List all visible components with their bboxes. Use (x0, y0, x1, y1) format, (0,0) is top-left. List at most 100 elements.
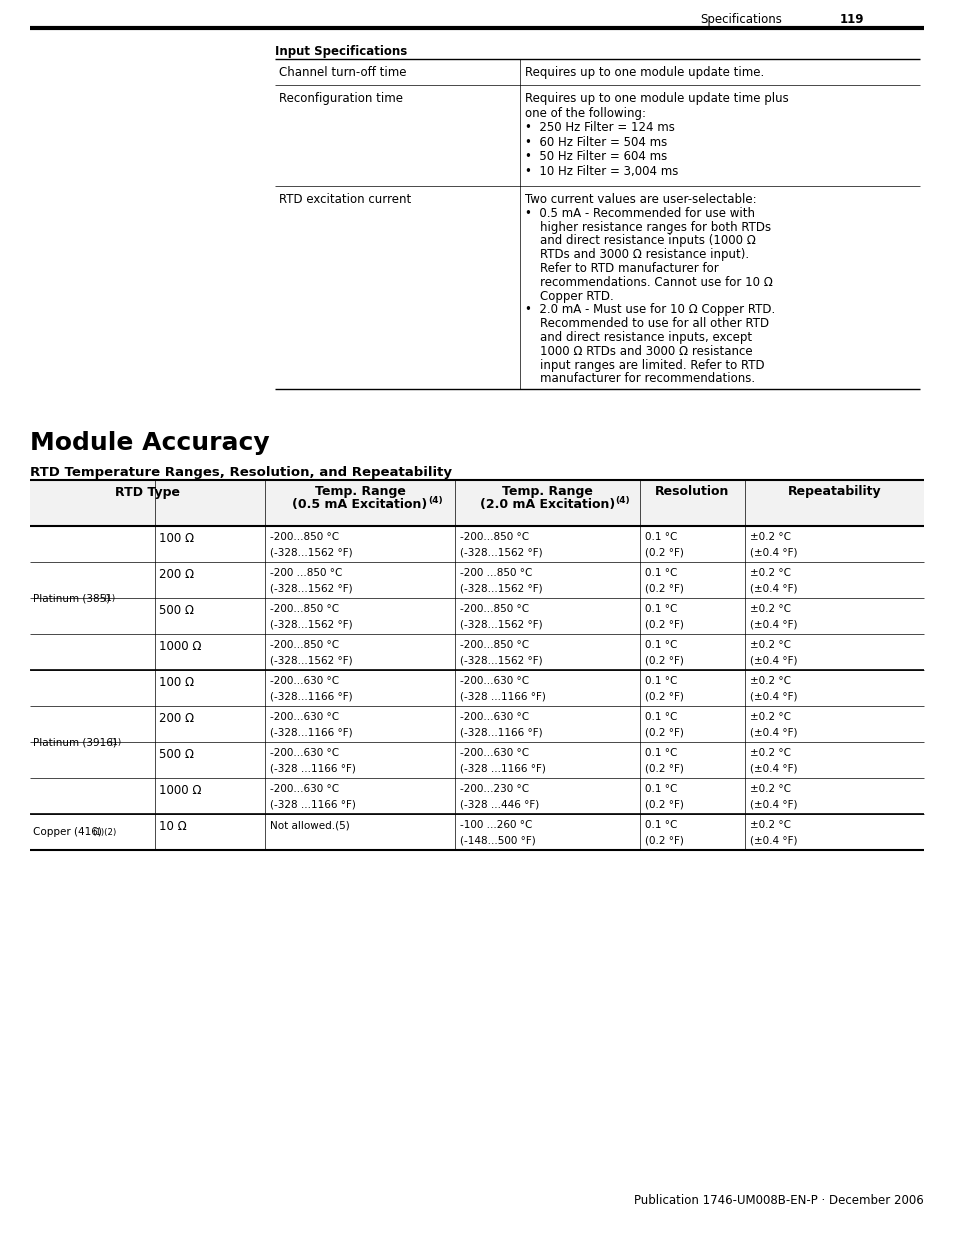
Text: Copper (416): Copper (416) (33, 827, 102, 837)
Text: -200...630 °C: -200...630 °C (459, 748, 529, 758)
Text: -200...630 °C: -200...630 °C (270, 784, 338, 794)
Text: (0.2 °F): (0.2 °F) (644, 692, 683, 701)
Text: (±0.4 °F): (±0.4 °F) (749, 547, 797, 557)
Text: -200 ...850 °C: -200 ...850 °C (459, 568, 532, 578)
Text: Requires up to one module update time.: Requires up to one module update time. (524, 65, 763, 79)
Text: (±0.4 °F): (±0.4 °F) (749, 727, 797, 737)
Text: (-328...1562 °F): (-328...1562 °F) (459, 656, 542, 666)
Text: 0.1 °C: 0.1 °C (644, 784, 677, 794)
Text: 0.1 °C: 0.1 °C (644, 713, 677, 722)
Text: -200...850 °C: -200...850 °C (459, 532, 529, 542)
Text: Not allowed.(5): Not allowed.(5) (270, 820, 350, 830)
Text: (±0.4 °F): (±0.4 °F) (749, 763, 797, 773)
Text: (-328 ...1166 °F): (-328 ...1166 °F) (270, 763, 355, 773)
Text: ±0.2 °C: ±0.2 °C (749, 784, 790, 794)
Text: RTD Temperature Ranges, Resolution, and Repeatability: RTD Temperature Ranges, Resolution, and … (30, 466, 452, 479)
Text: 0.1 °C: 0.1 °C (644, 568, 677, 578)
Text: (-328...1562 °F): (-328...1562 °F) (270, 619, 353, 629)
Text: (0.2 °F): (0.2 °F) (644, 547, 683, 557)
Text: (-328...1562 °F): (-328...1562 °F) (459, 583, 542, 593)
Text: and direct resistance inputs (1000 Ω: and direct resistance inputs (1000 Ω (524, 235, 755, 247)
Text: (±0.4 °F): (±0.4 °F) (749, 656, 797, 666)
Text: 0.1 °C: 0.1 °C (644, 748, 677, 758)
Text: Resolution: Resolution (655, 485, 729, 498)
Text: (1): (1) (109, 737, 121, 747)
Text: (-328 ...1166 °F): (-328 ...1166 °F) (270, 799, 355, 809)
Text: recommendations. Cannot use for 10 Ω: recommendations. Cannot use for 10 Ω (524, 275, 772, 289)
Text: (-328...1562 °F): (-328...1562 °F) (459, 619, 542, 629)
Text: Requires up to one module update time plus: Requires up to one module update time pl… (524, 91, 788, 105)
Text: 500 Ω: 500 Ω (159, 748, 193, 761)
Text: •  60 Hz Filter = 504 ms: • 60 Hz Filter = 504 ms (524, 136, 666, 148)
Text: -200 ...850 °C: -200 ...850 °C (270, 568, 342, 578)
Text: higher resistance ranges for both RTDs: higher resistance ranges for both RTDs (524, 221, 770, 233)
Text: ±0.2 °C: ±0.2 °C (749, 640, 790, 650)
Text: ±0.2 °C: ±0.2 °C (749, 604, 790, 614)
Text: -100 ...260 °C: -100 ...260 °C (459, 820, 532, 830)
Text: •  50 Hz Filter = 604 ms: • 50 Hz Filter = 604 ms (524, 149, 666, 163)
Text: (±0.4 °F): (±0.4 °F) (749, 583, 797, 593)
Text: (-328 ...446 °F): (-328 ...446 °F) (459, 799, 538, 809)
Text: 200 Ω: 200 Ω (159, 568, 193, 582)
Text: -200...630 °C: -200...630 °C (459, 677, 529, 687)
Text: Repeatability: Repeatability (787, 485, 881, 498)
Text: (1): (1) (103, 594, 115, 603)
Text: •  10 Hz Filter = 3,004 ms: • 10 Hz Filter = 3,004 ms (524, 164, 678, 178)
Text: -200...630 °C: -200...630 °C (270, 713, 338, 722)
Text: Module Accuracy: Module Accuracy (30, 431, 270, 456)
Bar (30, 480, 923, 526)
Text: and direct resistance inputs, except: and direct resistance inputs, except (524, 331, 751, 345)
Text: 0.1 °C: 0.1 °C (644, 677, 677, 687)
Text: (1)(2): (1)(2) (91, 827, 116, 836)
Text: ±0.2 °C: ±0.2 °C (749, 713, 790, 722)
Text: 10 Ω: 10 Ω (159, 820, 187, 834)
Text: 100 Ω: 100 Ω (159, 677, 193, 689)
Text: 119: 119 (840, 14, 863, 26)
Text: ±0.2 °C: ±0.2 °C (749, 820, 790, 830)
Text: (0.2 °F): (0.2 °F) (644, 727, 683, 737)
Text: (2.0 mA Excitation): (2.0 mA Excitation) (479, 498, 615, 511)
Text: ±0.2 °C: ±0.2 °C (749, 748, 790, 758)
Text: ±0.2 °C: ±0.2 °C (749, 532, 790, 542)
Text: Temp. Range: Temp. Range (501, 485, 593, 498)
Text: (0.2 °F): (0.2 °F) (644, 619, 683, 629)
Text: (-328...1166 °F): (-328...1166 °F) (270, 692, 353, 701)
Text: •  250 Hz Filter = 124 ms: • 250 Hz Filter = 124 ms (524, 121, 674, 135)
Text: (±0.4 °F): (±0.4 °F) (749, 799, 797, 809)
Text: •  0.5 mA - Recommended for use with: • 0.5 mA - Recommended for use with (524, 206, 754, 220)
Text: -200...630 °C: -200...630 °C (270, 677, 338, 687)
Text: (0.2 °F): (0.2 °F) (644, 799, 683, 809)
Text: -200...630 °C: -200...630 °C (270, 748, 338, 758)
Text: (±0.4 °F): (±0.4 °F) (749, 619, 797, 629)
Text: -200...850 °C: -200...850 °C (270, 604, 338, 614)
Text: (0.2 °F): (0.2 °F) (644, 763, 683, 773)
Text: RTDs and 3000 Ω resistance input).: RTDs and 3000 Ω resistance input). (524, 248, 748, 261)
Text: ±0.2 °C: ±0.2 °C (749, 568, 790, 578)
Text: Channel turn-off time: Channel turn-off time (278, 65, 406, 79)
Text: -200...850 °C: -200...850 °C (270, 532, 338, 542)
Text: 200 Ω: 200 Ω (159, 713, 193, 725)
Text: (0.5 mA Excitation): (0.5 mA Excitation) (292, 498, 427, 511)
Text: (4): (4) (428, 496, 442, 505)
Text: -200...630 °C: -200...630 °C (459, 713, 529, 722)
Text: ±0.2 °C: ±0.2 °C (749, 677, 790, 687)
Text: Temp. Range: Temp. Range (314, 485, 405, 498)
Text: 1000 Ω RTDs and 3000 Ω resistance: 1000 Ω RTDs and 3000 Ω resistance (524, 345, 752, 358)
Text: (-328 ...1166 °F): (-328 ...1166 °F) (459, 763, 545, 773)
Text: (0.2 °F): (0.2 °F) (644, 583, 683, 593)
Text: 100 Ω: 100 Ω (159, 532, 193, 545)
Text: manufacturer for recommendations.: manufacturer for recommendations. (524, 373, 755, 385)
Text: 1000 Ω: 1000 Ω (159, 784, 201, 798)
Text: Two current values are user-selectable:: Two current values are user-selectable: (524, 193, 756, 206)
Text: Specifications: Specifications (700, 14, 781, 26)
Text: (-328...1562 °F): (-328...1562 °F) (270, 583, 353, 593)
Text: (0.2 °F): (0.2 °F) (644, 835, 683, 845)
Text: Copper RTD.: Copper RTD. (524, 289, 613, 303)
Text: (-328...1562 °F): (-328...1562 °F) (459, 547, 542, 557)
Text: one of the following:: one of the following: (524, 106, 645, 120)
Text: RTD Type: RTD Type (115, 487, 180, 499)
Text: input ranges are limited. Refer to RTD: input ranges are limited. Refer to RTD (524, 358, 763, 372)
Text: 0.1 °C: 0.1 °C (644, 820, 677, 830)
Text: (0.2 °F): (0.2 °F) (644, 656, 683, 666)
Text: -200...230 °C: -200...230 °C (459, 784, 529, 794)
